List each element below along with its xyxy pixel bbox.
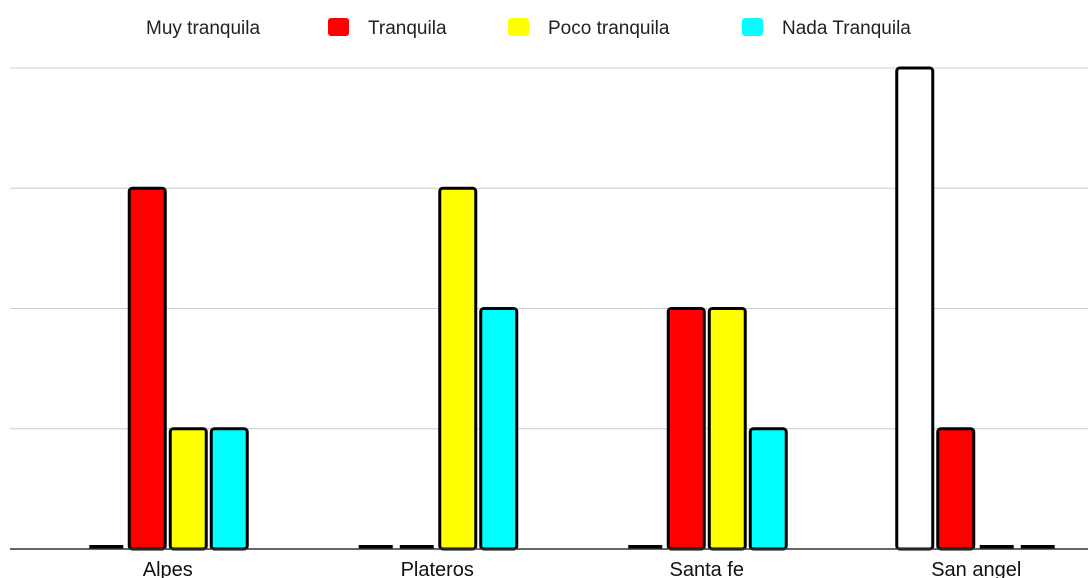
bar-alpes-nada-tranquila xyxy=(209,427,249,551)
bar-san-angel-nada-tranquila xyxy=(1020,545,1055,549)
bar-plateros-poco-tranquila xyxy=(438,186,478,551)
bar-alpes-poco-tranquila xyxy=(168,427,208,551)
bar-san-angel-muy-tranquila xyxy=(895,66,935,551)
legend-swatch-poco-tranquila xyxy=(508,18,529,36)
bar-plateros-nada-tranquila xyxy=(479,307,519,551)
bar-santa-fe-tranquila xyxy=(666,307,706,551)
x-tick-label: Santa fe xyxy=(669,559,744,578)
bar-alpes-tranquila xyxy=(127,186,167,551)
x-tick-label: Alpes xyxy=(143,559,193,578)
legend-label-muy-tranquila: Muy tranquila xyxy=(146,18,260,39)
bar-plateros-tranquila xyxy=(399,545,434,549)
x-tick-label: San angel xyxy=(931,559,1021,578)
legend-label-nada-tranquila: Nada Tranquila xyxy=(782,18,911,39)
bar-san-angel-tranquila xyxy=(936,427,976,551)
x-tick-label: Plateros xyxy=(401,559,474,578)
bar-santa-fe-nada-tranquila xyxy=(748,427,788,551)
bars xyxy=(89,66,1055,551)
bar-santa-fe-muy-tranquila xyxy=(628,545,663,549)
legend-label-tranquila: Tranquila xyxy=(368,18,447,39)
legend-swatch-nada-tranquila xyxy=(742,18,763,36)
x-axis-ticks: Alpes Plateros Santa fe San angel xyxy=(143,559,1022,578)
bar-alpes-muy-tranquila xyxy=(89,545,124,549)
bar-san-angel-poco-tranquila xyxy=(979,545,1014,549)
bar-santa-fe-poco-tranquila xyxy=(707,307,747,551)
legend-label-poco-tranquila: Poco tranquila xyxy=(548,18,670,39)
legend-swatch-tranquila xyxy=(328,18,349,36)
bar-plateros-muy-tranquila xyxy=(358,545,393,549)
legend: Muy tranquila Tranquila Poco tranquila Nada… xyxy=(146,18,911,39)
